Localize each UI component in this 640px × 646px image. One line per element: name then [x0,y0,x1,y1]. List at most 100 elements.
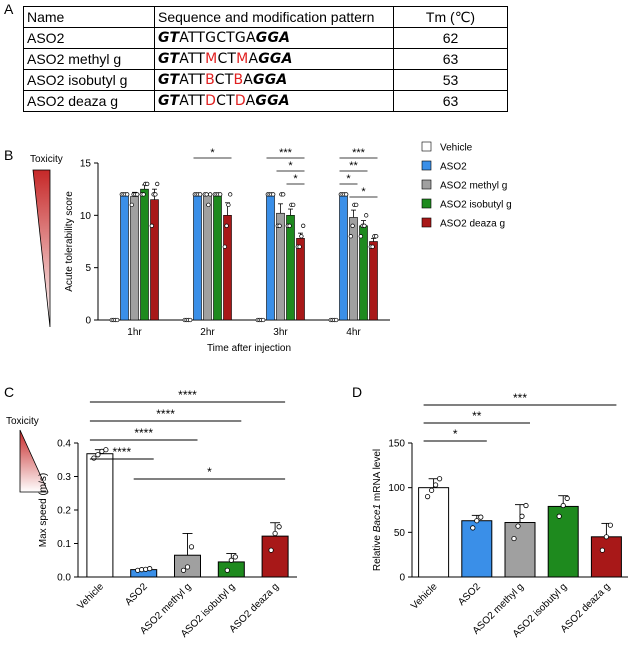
legend-label: ASO2 methyl g [440,181,507,192]
significance-label: **** [156,407,175,421]
y-axis-label-part: mRNA level [372,449,383,504]
bar [590,536,622,578]
bar [150,199,159,321]
data-point [147,566,153,572]
significance-label: * [207,465,212,479]
y-axis-label: Max speed (m/s) [38,473,49,547]
bar [504,522,536,578]
x-tick-label: 4hr [346,327,361,338]
sequence-segment: ATT [179,72,206,88]
toxicity-label-c: Toxicity [6,416,39,427]
y-tick-label: 15 [80,159,92,170]
sequence-segment: GGA [255,30,291,46]
data-point [603,534,610,540]
sequence-segment: ATTGCTGA [179,30,256,46]
sequence-segment: GT [158,72,180,88]
legend-swatch [421,160,432,171]
significance-label: * [453,427,458,441]
data-point [206,202,211,208]
bar [369,241,378,321]
data-point [474,518,480,524]
data-point [432,482,439,488]
modified-base: D [205,93,217,109]
bar [217,561,245,578]
y-tick-label: 0.0 [57,573,71,584]
sequence-segment: GT [158,30,180,46]
sequence-segment: A [243,72,254,88]
data-point [91,455,97,461]
y-axis-label-part: Relative [372,532,383,571]
modified-base: B [205,72,215,88]
data-point [226,202,231,208]
legend-label: ASO2 [440,162,467,173]
bar [547,505,579,578]
data-point [299,234,304,239]
row-sequence: GTATTBCTBAGGA [154,69,394,91]
data-point [344,192,349,197]
bar [296,238,305,321]
y-axis-label-part: Bace1 [372,504,383,532]
data-point [511,535,517,542]
data-point [272,530,278,537]
data-point [228,192,233,197]
significance-label: ** [349,160,358,172]
data-point [276,524,282,530]
sequence-segment: CT [216,93,235,109]
significance-label: * [293,173,298,185]
significance-label: *** [513,391,527,405]
data-point [135,192,140,197]
data-point [281,192,286,197]
legend-label: Vehicle [440,143,473,154]
data-point [268,547,274,553]
data-point [564,495,570,501]
modified-base: B [233,72,244,88]
chart-d: 0 50 100 150 Relative Bace1 mRNA level Vehicl… [372,391,628,640]
data-point [153,192,158,197]
data-point [519,513,525,519]
data-point [436,476,443,482]
bar [266,194,275,321]
toxicity-wedge-b [32,169,51,328]
significance-label: * [361,186,366,198]
data-point [145,181,150,187]
y-tick-label: 0 [85,316,91,327]
data-point [261,317,266,323]
bar [223,215,232,321]
y-tick-label: 0.3 [57,472,71,483]
data-point [350,223,355,228]
data-point [224,223,229,228]
significance-label: *** [352,147,366,159]
legend-swatch [421,141,432,152]
data-point [428,487,435,493]
data-point [599,547,606,553]
row-name: ASO2 deaza g [23,90,155,112]
data-point [115,317,120,323]
data-point [277,223,282,228]
panel-label-c: C [4,384,15,400]
data-point [291,202,296,208]
data-point [188,544,195,550]
y-tick-label: 100 [388,483,405,494]
data-point [184,564,191,570]
significance-label: * [288,160,293,172]
bar [120,194,129,321]
data-point [607,522,614,528]
modified-base: M [205,51,218,67]
significance-label: * [346,173,351,185]
legend-swatch [421,198,432,209]
row-tm: 63 [393,90,508,112]
sequence-segment: CT [214,72,234,88]
x-axis-label: Time after injection [207,343,291,354]
data-point [470,525,476,531]
significance-label: **** [178,388,197,402]
x-tick-label: Vehicle [75,581,106,612]
bar [213,194,222,321]
bar [140,188,149,321]
data-point [374,234,379,239]
data-point [218,192,223,197]
data-point [95,452,101,458]
sequence-segment: ATT [179,51,206,67]
header-tm: Tm (℃) [393,6,508,28]
bar [193,194,202,321]
data-point [424,493,431,500]
